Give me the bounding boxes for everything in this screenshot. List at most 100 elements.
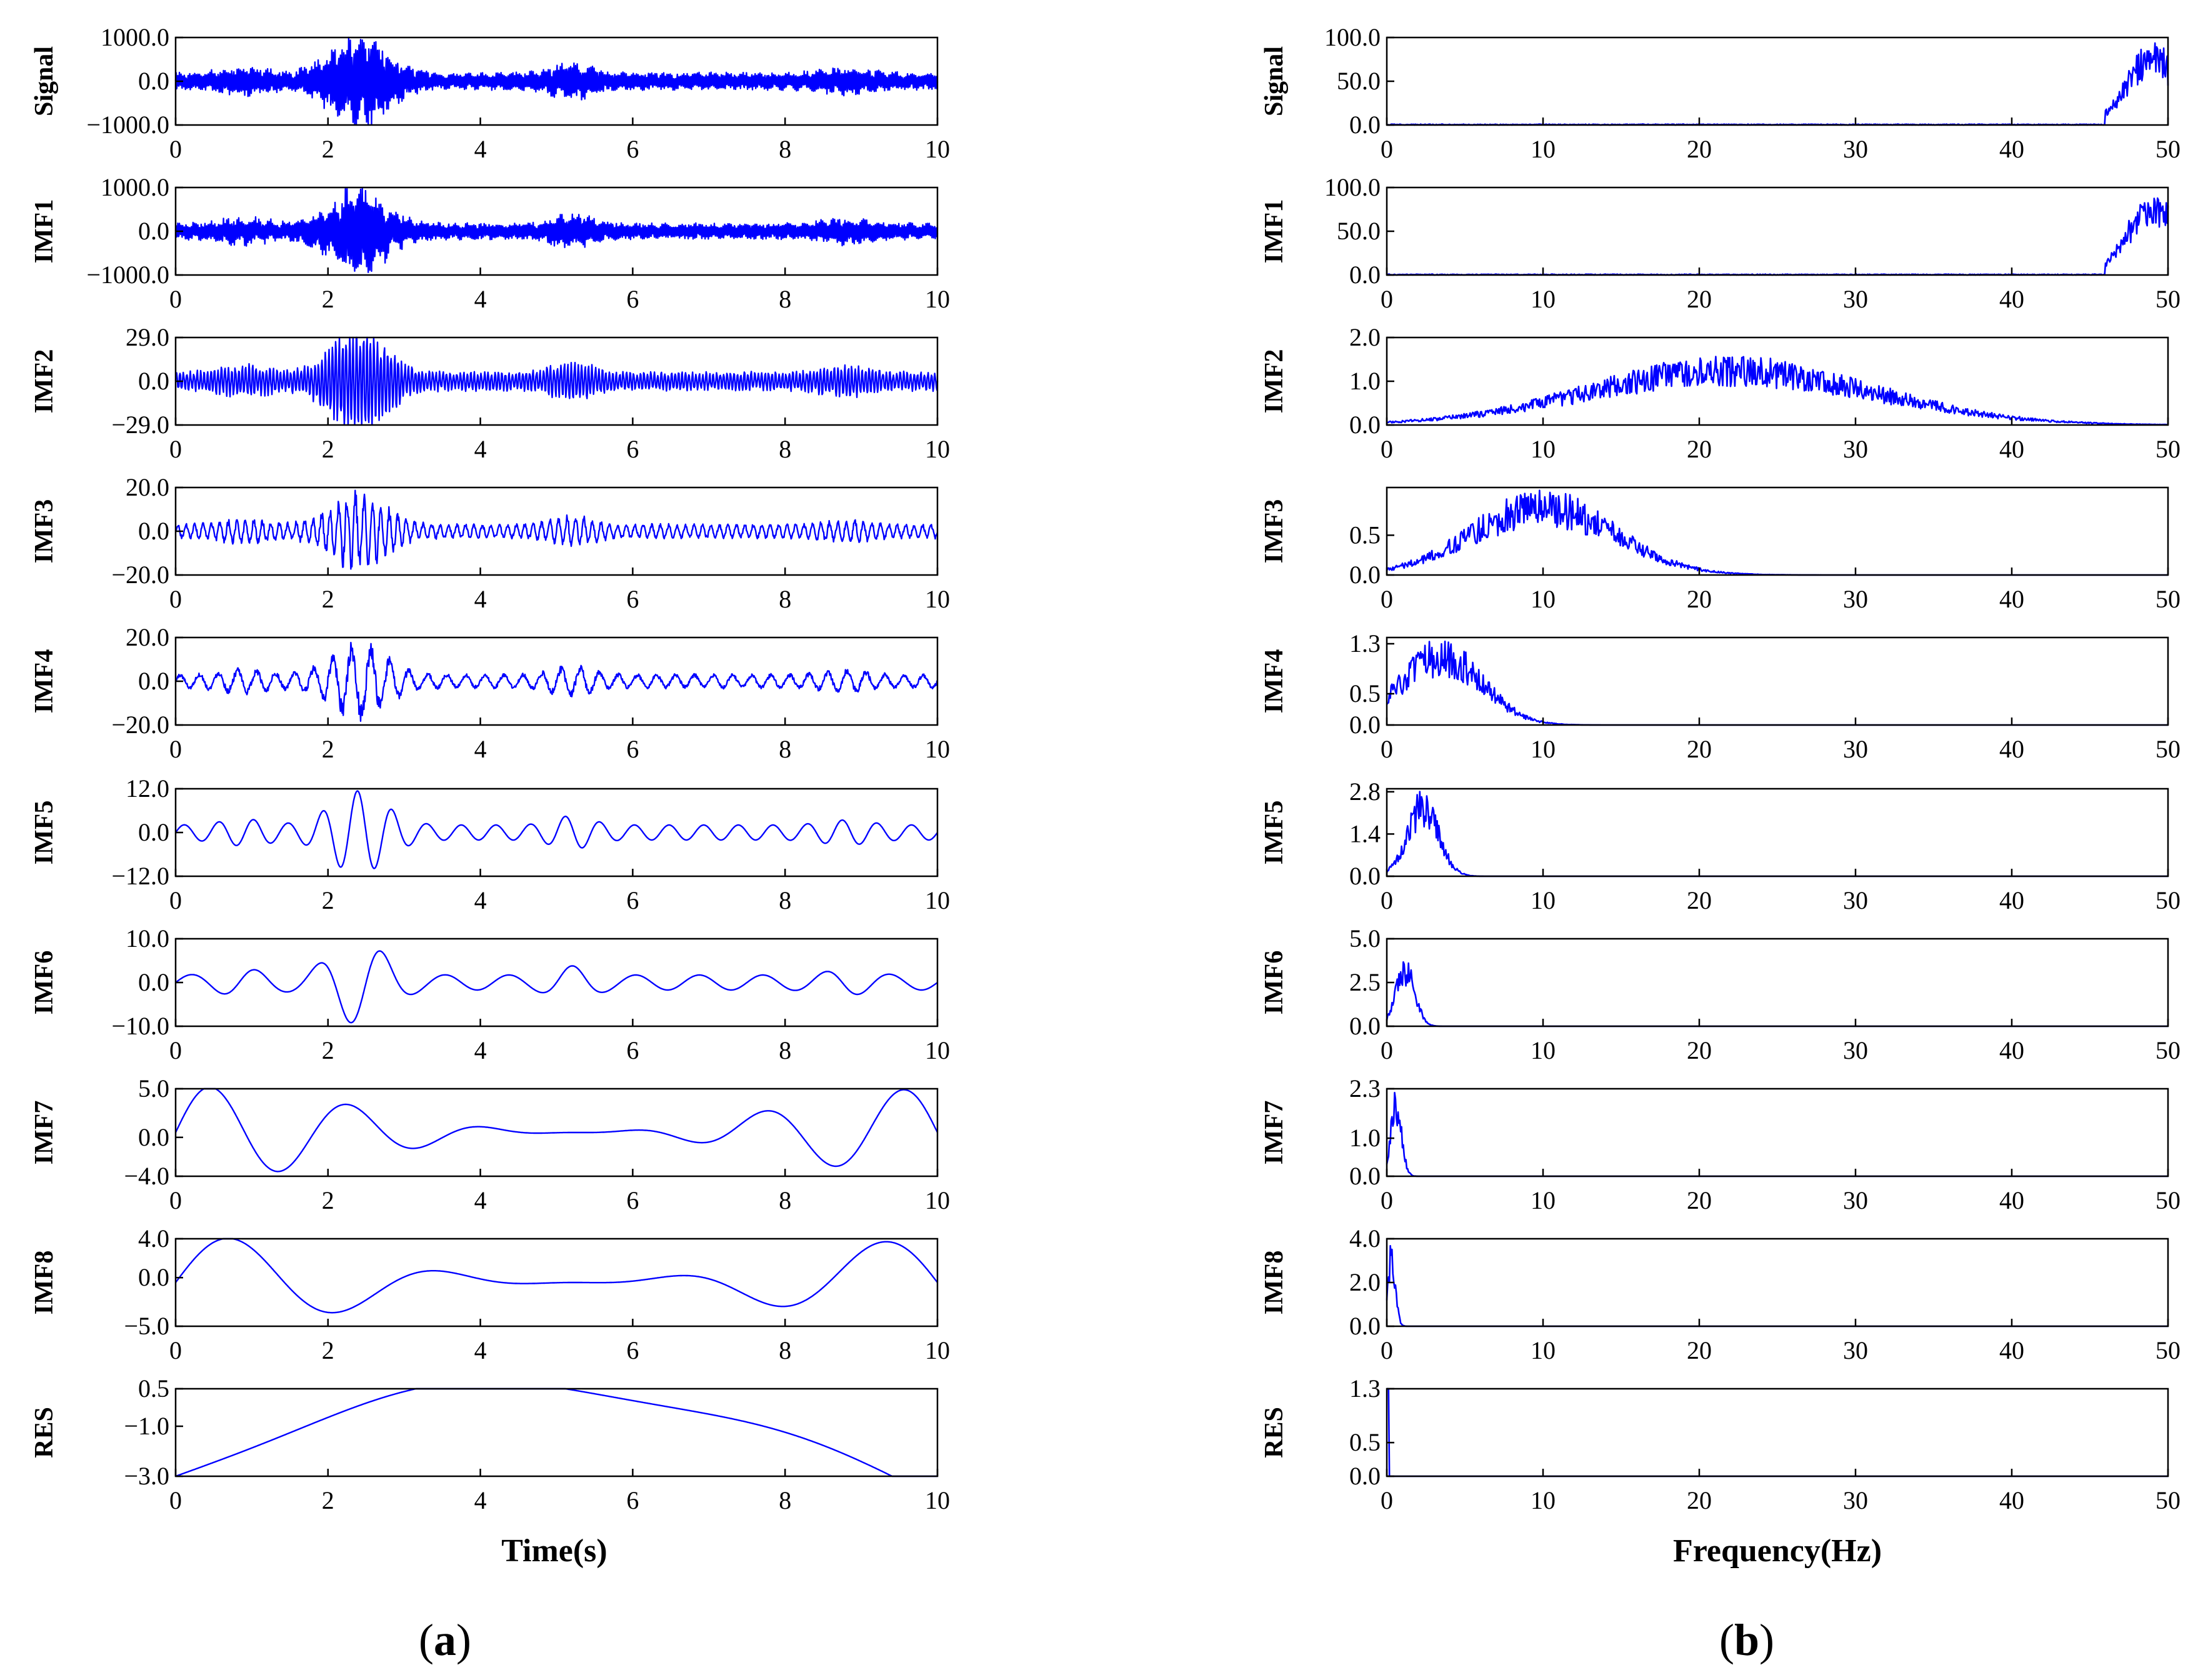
x-tick-label: 20 bbox=[1687, 135, 1712, 163]
x-tick-label: 2 bbox=[322, 735, 334, 763]
y-tick-label: 2.0 bbox=[1349, 323, 1381, 351]
series-line-imf6 bbox=[1386, 961, 2168, 1028]
row-label-imf4: IMF4 bbox=[1260, 649, 1289, 714]
y-tick-label: 0.0 bbox=[1349, 111, 1381, 139]
x-tick-label: 40 bbox=[1999, 1486, 2024, 1514]
y-tick-label: 20.0 bbox=[126, 473, 169, 501]
x-tick-label: 10 bbox=[1531, 735, 1556, 763]
axes-frame bbox=[1386, 1238, 2169, 1328]
subplot-imf6: 5.0 2.5 0.00 10 20 30 40 50 IMF6 bbox=[1260, 924, 2181, 1064]
row-label-signal: Signal bbox=[1260, 46, 1289, 116]
x-tick-label: 40 bbox=[1999, 285, 2024, 313]
series-line-res bbox=[1387, 1388, 2168, 1478]
y-tick-label: −1.0 bbox=[124, 1412, 169, 1440]
x-tick-label: 50 bbox=[2156, 1486, 2181, 1514]
series-line-imf6 bbox=[175, 950, 938, 1024]
subplot-imf1: 100.0 50.0 0.00 10 20 30 40 50 IMF1 bbox=[1260, 173, 2181, 313]
x-tick-label: 0 bbox=[1381, 1486, 1393, 1514]
series-line-imf2 bbox=[174, 336, 939, 426]
x-tick-label: 10 bbox=[1531, 1036, 1556, 1064]
x-tick-label: 40 bbox=[1999, 1186, 2024, 1214]
subplot-res: 1.3 0.5 0.00 10 20 30 40 50 RES bbox=[1260, 1374, 2181, 1514]
y-tick-label: 5.0 bbox=[138, 1074, 169, 1102]
y-tick-label: 2.5 bbox=[1349, 968, 1381, 996]
x-tick-label: 0 bbox=[1381, 285, 1393, 313]
x-tick-label: 40 bbox=[1999, 1336, 2024, 1364]
x-tick-label: 40 bbox=[1999, 735, 2024, 763]
series-line-imf3 bbox=[1386, 489, 2168, 576]
y-tick-label: −20.0 bbox=[111, 561, 169, 589]
x-tick-label: 10 bbox=[1531, 135, 1556, 163]
y-tick-label: 0.0 bbox=[1349, 411, 1381, 439]
x-tick-label: 0 bbox=[169, 735, 182, 763]
series-line-imf2 bbox=[1386, 356, 2169, 426]
subplot-imf2: 29.0 0.0 −29.00 2 4 6 8 10 IMF2 bbox=[30, 323, 950, 463]
x-tick-label: 10 bbox=[1531, 435, 1556, 463]
axes-frame bbox=[1386, 36, 2169, 126]
y-tick-label: 2.3 bbox=[1349, 1074, 1381, 1102]
y-tick-label: 50.0 bbox=[1337, 217, 1381, 245]
series-line-imf7 bbox=[174, 1088, 939, 1172]
y-tick-label: 1.0 bbox=[1349, 1124, 1381, 1152]
x-tick-label: 4 bbox=[474, 1336, 487, 1364]
y-tick-label: 29.0 bbox=[126, 323, 169, 351]
subplot-imf5: 12.0 0.0 −12.00 2 4 6 8 10 IMF5 bbox=[30, 774, 950, 914]
axes-frame bbox=[1386, 486, 2169, 576]
y-tick-label: −29.0 bbox=[111, 411, 169, 439]
subplot-imf2: 2.0 1.0 0.00 10 20 30 40 50 IMF2 bbox=[1260, 323, 2181, 463]
panel-a-time-domain: 1000.00.0−1000.00 2 4 6 8 10Signal1000.00.0−1… bbox=[30, 23, 950, 1514]
x-tick-label: 8 bbox=[779, 1336, 791, 1364]
row-label-imf3: IMF3 bbox=[30, 499, 59, 564]
x-tick-label: 30 bbox=[1843, 886, 1868, 914]
panel-label-a: (a) bbox=[419, 1615, 471, 1665]
series-line-signal bbox=[174, 36, 939, 126]
x-tick-label: 50 bbox=[2156, 285, 2181, 313]
x-tick-label: 6 bbox=[626, 1336, 639, 1364]
row-label-imf6: IMF6 bbox=[1260, 951, 1289, 1015]
y-tick-label: 1.3 bbox=[1349, 1374, 1381, 1402]
x-tick-label: 0 bbox=[1381, 1036, 1393, 1064]
x-tick-label: 4 bbox=[474, 886, 487, 914]
y-tick-label: 0.0 bbox=[138, 67, 169, 95]
x-tick-label: 8 bbox=[779, 585, 791, 613]
x-tick-label: 50 bbox=[2156, 435, 2181, 463]
x-tick-label: 2 bbox=[322, 435, 334, 463]
x-tick-label: 8 bbox=[779, 1036, 791, 1064]
x-tick-label: 20 bbox=[1687, 585, 1712, 613]
x-tick-label: 50 bbox=[2156, 1186, 2181, 1214]
x-tick-label: 0 bbox=[1381, 585, 1393, 613]
x-tick-label: 6 bbox=[626, 285, 639, 313]
x-tick-label: 8 bbox=[779, 1486, 791, 1514]
x-tick-label: 0 bbox=[169, 435, 182, 463]
x-tick-label: 10 bbox=[1531, 1486, 1556, 1514]
y-tick-label: 0.0 bbox=[1349, 711, 1381, 739]
x-tick-label: 10 bbox=[1531, 1336, 1556, 1364]
series-line-res bbox=[175, 1388, 938, 1478]
subplot-imf8: 4.0 0.0 −5.00 2 4 6 8 10 IMF8 bbox=[30, 1224, 950, 1364]
x-tick-label: 10 bbox=[925, 585, 950, 613]
x-tick-label: 40 bbox=[1999, 135, 2024, 163]
x-tick-label: 4 bbox=[474, 1186, 487, 1214]
series-line-imf5 bbox=[1386, 791, 2168, 878]
y-tick-label: 1.0 bbox=[1349, 367, 1381, 395]
y-tick-label: −10.0 bbox=[111, 1012, 169, 1040]
x-tick-label: 20 bbox=[1687, 1336, 1712, 1364]
row-label-imf2: IMF2 bbox=[1260, 349, 1289, 414]
x-tick-label: 20 bbox=[1687, 435, 1712, 463]
x-tick-label: 6 bbox=[626, 1186, 639, 1214]
x-tick-label: 0 bbox=[1381, 135, 1393, 163]
y-tick-label: 0.0 bbox=[1349, 1012, 1381, 1040]
x-tick-label: 4 bbox=[474, 1036, 487, 1064]
y-tick-label: 0.0 bbox=[138, 517, 169, 545]
axes-frame bbox=[174, 1388, 939, 1478]
x-tick-label: 8 bbox=[779, 435, 791, 463]
x-tick-label: 30 bbox=[1843, 585, 1868, 613]
x-tick-label: 2 bbox=[322, 1036, 334, 1064]
x-tick-label: 4 bbox=[474, 435, 487, 463]
y-tick-label: −5.0 bbox=[124, 1312, 169, 1340]
x-tick-label: 0 bbox=[1381, 886, 1393, 914]
row-label-imf7: IMF7 bbox=[1260, 1101, 1289, 1165]
x-tick-label: 2 bbox=[322, 886, 334, 914]
x-tick-label: 30 bbox=[1843, 1336, 1868, 1364]
row-label-res: RES bbox=[30, 1407, 59, 1458]
